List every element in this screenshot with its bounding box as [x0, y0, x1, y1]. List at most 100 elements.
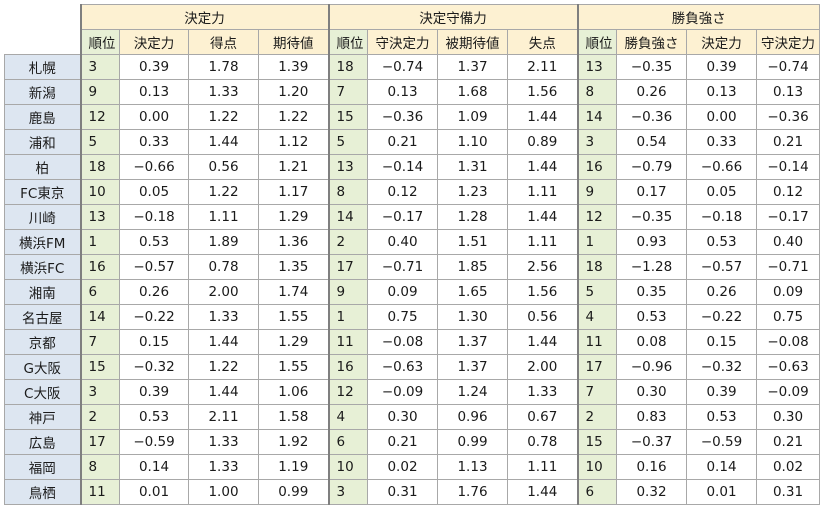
- value-cell[interactable]: −0.79: [616, 154, 687, 180]
- value-cell[interactable]: 0.99: [437, 429, 508, 455]
- value-cell[interactable]: 0.14: [119, 454, 189, 480]
- rank-cell[interactable]: 7: [79, 329, 120, 355]
- value-cell[interactable]: −0.74: [756, 54, 820, 80]
- value-cell[interactable]: −0.96: [616, 354, 687, 380]
- value-cell[interactable]: 1.37: [437, 54, 508, 80]
- value-cell[interactable]: −0.35: [616, 204, 687, 230]
- value-cell[interactable]: 1.11: [188, 204, 259, 230]
- value-cell[interactable]: 1.58: [258, 404, 329, 430]
- value-cell[interactable]: 1.09: [437, 104, 508, 130]
- value-cell[interactable]: −0.22: [119, 304, 189, 330]
- value-cell[interactable]: 1.51: [437, 229, 508, 255]
- value-cell[interactable]: 0.12: [756, 179, 820, 205]
- value-cell[interactable]: 1.33: [188, 429, 259, 455]
- value-cell[interactable]: 0.12: [367, 179, 438, 205]
- value-cell[interactable]: 1.74: [258, 279, 329, 305]
- value-cell[interactable]: 1.22: [258, 104, 329, 130]
- value-cell[interactable]: 2.56: [507, 254, 578, 280]
- value-cell[interactable]: 1.37: [437, 329, 508, 355]
- rank-cell[interactable]: 9: [79, 79, 120, 105]
- value-cell[interactable]: −0.09: [367, 379, 438, 405]
- value-cell[interactable]: −0.59: [119, 429, 189, 455]
- value-cell[interactable]: 1.28: [437, 204, 508, 230]
- value-cell[interactable]: −0.36: [756, 104, 820, 130]
- value-cell[interactable]: 0.67: [507, 404, 578, 430]
- value-cell[interactable]: −0.09: [756, 379, 820, 405]
- rank-cell[interactable]: 8: [79, 454, 120, 480]
- rank-cell[interactable]: 4: [327, 404, 368, 430]
- rank-cell[interactable]: 12: [79, 104, 120, 130]
- value-cell[interactable]: 0.21: [756, 129, 820, 155]
- value-cell[interactable]: 0.89: [507, 129, 578, 155]
- col-header[interactable]: 得点: [188, 29, 259, 55]
- value-cell[interactable]: −0.08: [367, 329, 438, 355]
- value-cell[interactable]: 1.39: [258, 54, 329, 80]
- team-name-cell[interactable]: 鳥栖: [4, 479, 81, 505]
- rank-cell[interactable]: 13: [327, 154, 368, 180]
- value-cell[interactable]: −0.18: [119, 204, 189, 230]
- value-cell[interactable]: 1.17: [258, 179, 329, 205]
- value-cell[interactable]: −0.37: [616, 429, 687, 455]
- value-cell[interactable]: −0.36: [367, 104, 438, 130]
- value-cell[interactable]: −0.57: [119, 254, 189, 280]
- col-header[interactable]: 被期待値: [437, 29, 508, 55]
- value-cell[interactable]: 2.11: [507, 54, 578, 80]
- value-cell[interactable]: 0.40: [756, 229, 820, 255]
- value-cell[interactable]: 0.83: [616, 404, 687, 430]
- value-cell[interactable]: 1.44: [188, 329, 259, 355]
- rank-cell[interactable]: 11: [327, 329, 368, 355]
- rank-cell[interactable]: 9: [576, 179, 617, 205]
- team-name-cell[interactable]: 横浜FM: [4, 229, 81, 255]
- col-header[interactable]: 守決定力: [367, 29, 438, 55]
- value-cell[interactable]: 1.29: [258, 204, 329, 230]
- value-cell[interactable]: 0.26: [616, 79, 687, 105]
- rank-cell[interactable]: 6: [576, 479, 617, 505]
- rank-cell[interactable]: 2: [576, 404, 617, 430]
- rank-cell[interactable]: 6: [79, 279, 120, 305]
- col-header[interactable]: 順位: [327, 29, 368, 55]
- col-header[interactable]: 期待値: [258, 29, 329, 55]
- rank-cell[interactable]: 3: [79, 54, 120, 80]
- value-cell[interactable]: 1.10: [437, 129, 508, 155]
- rank-cell[interactable]: 4: [576, 304, 617, 330]
- value-cell[interactable]: 1.33: [188, 304, 259, 330]
- value-cell[interactable]: 0.53: [686, 404, 757, 430]
- value-cell[interactable]: −0.71: [367, 254, 438, 280]
- value-cell[interactable]: 0.21: [756, 429, 820, 455]
- value-cell[interactable]: 0.26: [686, 279, 757, 305]
- rank-cell[interactable]: 2: [79, 404, 120, 430]
- rank-cell[interactable]: 14: [576, 104, 617, 130]
- value-cell[interactable]: 0.30: [616, 379, 687, 405]
- value-cell[interactable]: −0.22: [686, 304, 757, 330]
- value-cell[interactable]: 1.11: [507, 179, 578, 205]
- value-cell[interactable]: 0.13: [686, 79, 757, 105]
- value-cell[interactable]: 1.44: [188, 379, 259, 405]
- value-cell[interactable]: 1.56: [507, 279, 578, 305]
- value-cell[interactable]: 2.00: [507, 354, 578, 380]
- value-cell[interactable]: 1.44: [507, 204, 578, 230]
- value-cell[interactable]: 1.65: [437, 279, 508, 305]
- value-cell[interactable]: −0.32: [686, 354, 757, 380]
- value-cell[interactable]: −0.32: [119, 354, 189, 380]
- value-cell[interactable]: 0.53: [616, 304, 687, 330]
- value-cell[interactable]: −0.08: [756, 329, 820, 355]
- value-cell[interactable]: 0.93: [616, 229, 687, 255]
- value-cell[interactable]: 0.53: [119, 229, 189, 255]
- value-cell[interactable]: 0.56: [507, 304, 578, 330]
- value-cell[interactable]: 0.96: [437, 404, 508, 430]
- value-cell[interactable]: 0.78: [507, 429, 578, 455]
- value-cell[interactable]: 0.30: [367, 404, 438, 430]
- rank-cell[interactable]: 18: [79, 154, 120, 180]
- rank-cell[interactable]: 6: [327, 429, 368, 455]
- value-cell[interactable]: 1.44: [507, 329, 578, 355]
- group-header-shobu[interactable]: 勝負強さ: [576, 4, 820, 30]
- team-name-cell[interactable]: 福岡: [4, 454, 81, 480]
- value-cell[interactable]: 1.44: [507, 154, 578, 180]
- value-cell[interactable]: 1.44: [507, 479, 578, 505]
- value-cell[interactable]: 0.53: [686, 229, 757, 255]
- group-header-shubi[interactable]: 決定守備力: [327, 4, 578, 30]
- value-cell[interactable]: 0.56: [188, 154, 259, 180]
- rank-cell[interactable]: 7: [327, 79, 368, 105]
- rank-cell[interactable]: 10: [576, 454, 617, 480]
- value-cell[interactable]: 0.21: [367, 429, 438, 455]
